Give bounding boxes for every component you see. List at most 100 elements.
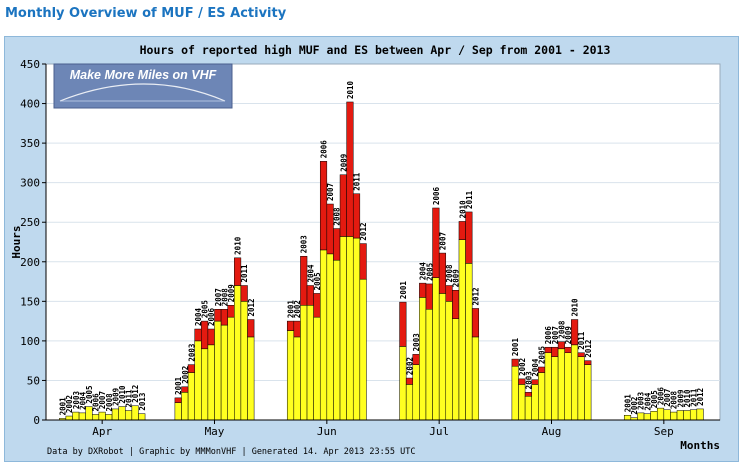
grid-lines	[46, 103, 720, 381]
bar-high-muf	[174, 402, 182, 421]
bar-high-muf	[656, 407, 665, 421]
x-axis-label: Months	[680, 439, 720, 452]
bar-high-muf	[105, 414, 113, 421]
bar-es	[234, 257, 242, 286]
bar-high-muf	[432, 277, 440, 421]
year-label: 2001	[511, 338, 520, 357]
year-label: 2012	[696, 388, 705, 406]
bar-high-muf	[247, 336, 255, 421]
bar-high-muf	[551, 356, 559, 421]
bar-high-muf	[445, 301, 453, 421]
bar-high-muf	[313, 316, 321, 421]
bar-high-muf	[359, 278, 367, 421]
bar-high-muf	[306, 305, 314, 421]
bar-es	[352, 193, 361, 239]
bar-high-muf	[214, 320, 222, 421]
bar-high-muf	[346, 236, 354, 421]
y-tick-label: 0	[33, 414, 40, 427]
year-label: 2005	[313, 272, 322, 290]
bar-es	[584, 360, 592, 365]
bar-high-muf	[458, 239, 466, 421]
bar-high-muf	[339, 236, 347, 421]
year-label: 2006	[92, 393, 101, 412]
year-label: 2008	[445, 264, 454, 283]
year-label: 2001	[174, 376, 183, 395]
bar-high-muf	[125, 410, 133, 421]
bar-es	[194, 328, 202, 342]
bar-high-muf	[452, 318, 460, 421]
bar-high-muf	[425, 308, 433, 421]
bar-high-muf	[689, 409, 698, 421]
year-label: 2001	[399, 281, 408, 300]
bar-high-muf	[293, 336, 301, 421]
bar-es	[313, 293, 321, 318]
bar-es	[511, 358, 519, 367]
bar-high-muf	[78, 412, 86, 421]
bar-high-muf	[623, 415, 632, 421]
year-label: 2003	[187, 343, 196, 362]
bar-high-muf	[584, 364, 592, 421]
bar-es	[300, 255, 308, 306]
bar-high-muf	[286, 330, 295, 421]
y-tick-label: 150	[20, 295, 40, 308]
y-tick-label: 100	[20, 335, 40, 348]
year-label: 2007	[438, 232, 447, 250]
bar-high-muf	[683, 410, 691, 421]
bar-es	[286, 320, 295, 331]
year-label: 2008	[557, 320, 566, 339]
year-label: 2001	[287, 300, 296, 319]
year-label: 2007	[663, 389, 672, 407]
year-label: 2004	[194, 307, 203, 326]
year-label: 2002	[181, 366, 190, 384]
bar-high-muf	[564, 352, 572, 421]
year-label: 2003	[637, 391, 646, 410]
y-axis-label: Hours	[10, 225, 23, 258]
bar-high-muf	[220, 324, 228, 421]
bar-high-muf	[419, 297, 427, 421]
year-label: 2008	[333, 207, 342, 226]
year-label: 2009	[111, 387, 120, 406]
bar-high-muf	[98, 411, 106, 421]
year-label: 2010	[683, 389, 692, 408]
year-label: 2010	[234, 236, 243, 255]
year-label: 2001	[624, 394, 633, 413]
bar-es	[399, 301, 407, 347]
bar-es	[207, 328, 215, 346]
y-tick-label: 50	[27, 374, 40, 387]
year-label: 2006	[207, 307, 216, 326]
bar-es	[524, 392, 532, 397]
y-tick-label: 350	[20, 137, 40, 150]
bar-es	[220, 308, 228, 326]
bar-es	[174, 397, 182, 403]
y-tick-label: 200	[20, 256, 40, 269]
year-label: 2006	[657, 387, 666, 406]
year-label: 2008	[670, 391, 679, 410]
bar-es	[339, 174, 347, 237]
bar-high-muf	[571, 344, 579, 421]
bar-es	[577, 352, 585, 357]
year-label: 2010	[458, 200, 467, 219]
x-tick-label-jun: Jun	[317, 425, 337, 438]
bar-high-muf	[92, 414, 100, 421]
year-label: 2005	[650, 390, 659, 408]
x-tick-label-apr: Apr	[92, 425, 112, 438]
bar-high-muf	[405, 384, 414, 421]
year-label: 2004	[78, 391, 87, 410]
bar-high-muf	[118, 406, 126, 421]
year-label: 2002	[65, 395, 74, 413]
year-label: 2010	[346, 80, 355, 99]
year-label: 2012	[471, 287, 480, 305]
year-label: 2002	[293, 300, 302, 318]
bar-es	[471, 308, 480, 338]
bar-es	[432, 207, 440, 278]
logo-text: Make More Miles on VHF	[70, 68, 217, 82]
year-label: 2004	[643, 392, 652, 411]
bar-es	[438, 252, 447, 294]
bar-high-muf	[696, 408, 704, 421]
bar-high-muf	[181, 392, 189, 421]
bar-es	[346, 101, 354, 237]
bar-es	[452, 290, 460, 319]
bar-high-muf	[471, 336, 480, 421]
bar-es	[419, 282, 427, 298]
bar-high-muf	[577, 356, 585, 421]
